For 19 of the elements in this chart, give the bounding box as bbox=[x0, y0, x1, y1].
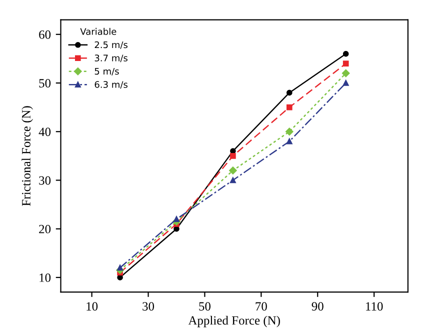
y-tick-label: 10 bbox=[40, 273, 51, 282]
legend-label: 5 m/s bbox=[94, 68, 119, 76]
y-tick-label: 50 bbox=[39, 79, 51, 88]
x-axis-title: Applied Force (N) bbox=[188, 316, 280, 328]
y-tick-label: 30 bbox=[39, 176, 51, 185]
x-tick-label: 10 bbox=[86, 302, 98, 311]
legend-title: Variable bbox=[80, 28, 116, 35]
x-tick-label: 110 bbox=[366, 302, 383, 311]
x-tick-label: 30 bbox=[142, 302, 154, 311]
y-tick-label: 20 bbox=[39, 224, 51, 234]
y-axis-title: Frictional Force (N) bbox=[22, 106, 33, 206]
legend-label: 3.7 m/s bbox=[94, 54, 128, 62]
y-tick-label: 60 bbox=[39, 30, 51, 39]
legend-label: 2.5 m/s bbox=[94, 41, 128, 49]
y-tick-label: 40 bbox=[38, 128, 51, 136]
x-tick-label: 70 bbox=[256, 302, 267, 311]
x-tick-label: 50 bbox=[199, 302, 210, 311]
legend-label: 6.3 m/s bbox=[94, 81, 128, 89]
x-tick-label: 90 bbox=[312, 302, 324, 311]
